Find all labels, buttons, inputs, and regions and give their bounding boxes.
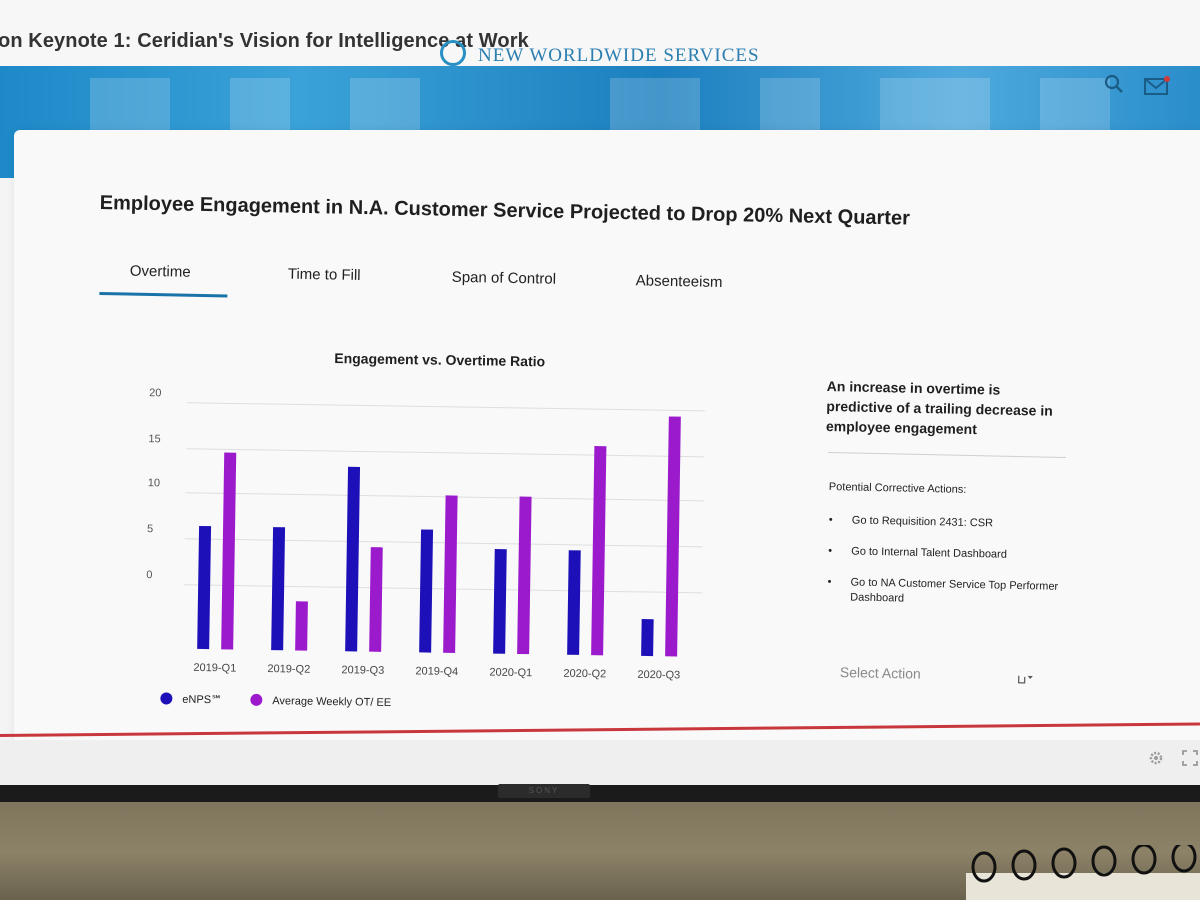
chart-gridline: [186, 449, 704, 457]
bar-enps: [641, 619, 654, 656]
brand-logo-icon: [440, 40, 466, 66]
fullscreen-icon[interactable]: [1182, 750, 1198, 766]
bar-overtime: [221, 453, 236, 650]
action-list: Go to Requisition 2431: CSR Go to Intern…: [827, 513, 1069, 626]
engagement-chart: Engagement vs. Overtime Ratio 20 15 10 5 0 201…: [134, 340, 720, 739]
x-tick-label: 2019-Q3: [341, 664, 384, 677]
action-top-performer-link[interactable]: Go to NA Customer Service Top Performer …: [827, 575, 1068, 610]
chart-gridline: [187, 403, 705, 411]
bar-overtime: [665, 416, 681, 656]
active-tab-indicator: [99, 292, 227, 297]
bar-overtime: [369, 547, 383, 652]
x-tick-label: 2020-Q3: [637, 669, 680, 682]
chart-title: Engagement vs. Overtime Ratio: [334, 350, 545, 369]
bar-overtime: [591, 446, 606, 655]
bar-overtime: [443, 495, 457, 653]
chart-gridline: [185, 539, 703, 547]
bar-overtime: [295, 601, 308, 650]
calendar-spiral: [966, 845, 1200, 900]
search-icon[interactable]: [1104, 74, 1124, 94]
chart-gridline: [186, 493, 704, 501]
legend-label-enps: eNPS℠: [182, 694, 222, 707]
gear-icon[interactable]: [1148, 750, 1164, 766]
tv-brand-label: SONY: [498, 784, 590, 798]
x-tick-label: 2020-Q2: [563, 668, 606, 681]
bar-enps: [493, 549, 507, 654]
bar-overtime: [517, 497, 531, 655]
tab-absenteeism[interactable]: Absenteeism: [636, 272, 723, 291]
chart-gridline: [184, 585, 702, 593]
bar-enps: [345, 467, 360, 652]
x-tick-label: 2019-Q2: [267, 663, 310, 676]
y-tick-label: 20: [149, 387, 161, 399]
mail-icon[interactable]: [1144, 76, 1170, 96]
brand-name: NEW WORLDWIDE SERVICES: [478, 45, 760, 67]
y-tick-label: 15: [148, 433, 160, 445]
tab-time-to-fill[interactable]: Time to Fill: [288, 266, 361, 284]
legend-swatch-overtime: [250, 694, 262, 706]
bar-enps: [419, 529, 433, 652]
y-tick-label: 5: [147, 523, 153, 535]
bar-enps: [567, 550, 581, 655]
bar-enps: [271, 527, 285, 650]
y-tick-label: 10: [148, 477, 160, 489]
x-tick-label: 2019-Q1: [193, 662, 236, 675]
presentation-screen: on Keynote 1: Ceridian's Vision for Inte…: [0, 0, 1200, 785]
select-action-placeholder: Select Action: [840, 664, 921, 682]
action-talent-dashboard-link[interactable]: Go to Internal Talent Dashboard: [828, 544, 1068, 564]
legend-label-overtime: Average Weekly OT/ EE: [272, 695, 391, 709]
player-controls: [0, 740, 1200, 785]
legend-swatch-enps: [160, 692, 172, 704]
tab-overtime[interactable]: Overtime: [130, 263, 191, 281]
x-tick-label: 2020-Q1: [489, 667, 532, 680]
x-tick-label: 2019-Q4: [415, 665, 458, 678]
y-tick-label: 0: [146, 569, 152, 581]
tab-span-of-control[interactable]: Span of Control: [452, 269, 557, 288]
chart-svg: Engagement vs. Overtime Ratio 20 15 10 5 0 201…: [134, 340, 720, 739]
chevron-down-icon: [1016, 672, 1034, 686]
bar-enps: [197, 526, 211, 649]
select-action-dropdown[interactable]: Select Action: [839, 664, 1039, 692]
insight-headline: An increase in overtime is predictive of…: [826, 376, 1067, 441]
